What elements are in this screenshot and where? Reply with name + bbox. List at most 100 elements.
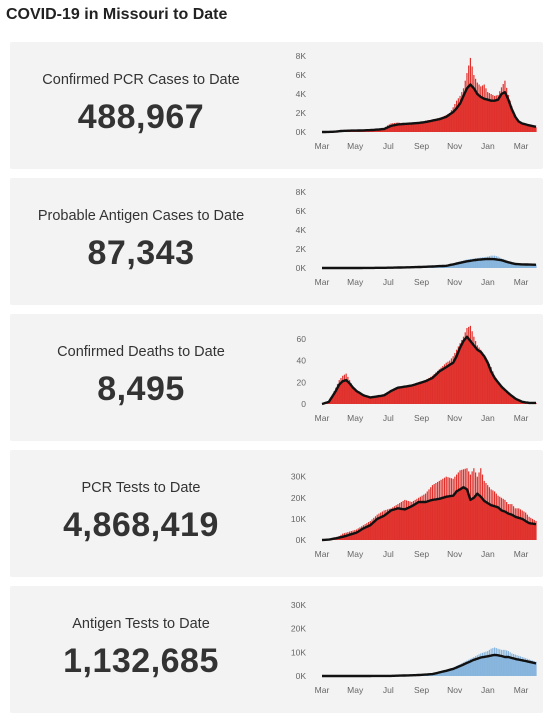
daily-bar (452, 478, 454, 540)
daily-bar (424, 120, 427, 132)
daily-bar (447, 477, 449, 540)
daily-bar (468, 65, 470, 132)
daily-bar (366, 523, 368, 540)
daily-bar (519, 122, 522, 132)
daily-bar (466, 73, 468, 132)
daily-bar (457, 346, 459, 404)
seven-day-average-line (321, 486, 537, 542)
daily-bar (530, 264, 532, 268)
daily-bar (480, 349, 482, 404)
daily-bar (487, 92, 489, 132)
daily-bar (338, 380, 340, 404)
daily-bar (411, 502, 413, 540)
daily-bar (378, 513, 380, 540)
daily-bar (487, 651, 489, 676)
daily-bar (499, 91, 501, 132)
daily-bar (426, 379, 428, 404)
card-value: 4,868,419 (63, 506, 219, 544)
daily-bar (435, 483, 437, 540)
card-antigen-tests: Antigen Tests to Date 1,132,685 0K 10K 20K… (10, 586, 543, 713)
x-tick-label: Sep (414, 141, 429, 151)
daily-bar (450, 668, 453, 676)
daily-bar (502, 84, 504, 132)
y-tick-label: 0K (296, 127, 307, 137)
daily-bar (454, 352, 456, 404)
daily-bar (473, 336, 475, 404)
daily-bar (437, 118, 439, 132)
daily-bar (414, 122, 416, 132)
daily-bar (409, 123, 411, 132)
daily-bar (393, 122, 396, 132)
daily-bar (390, 508, 392, 540)
card-label: Confirmed Deaths to Date (57, 344, 225, 360)
daily-bar (437, 481, 439, 540)
card-pcr-tests: PCR Tests to Date 4,868,419 0K 10K 20K 30K M… (10, 450, 543, 577)
daily-bar (507, 651, 509, 676)
card-probable-antigen-cases: Probable Antigen Cases to Date 87,343 0K… (10, 178, 543, 305)
daily-bar (345, 373, 347, 404)
daily-bar (373, 517, 375, 540)
x-tick-label: Jan (481, 413, 495, 423)
daily-bar (452, 667, 454, 676)
daily-bar (488, 363, 491, 404)
daily-bar (419, 496, 421, 540)
daily-bar (340, 377, 342, 404)
daily-bar (488, 93, 491, 132)
daily-bar (354, 388, 356, 404)
daily-bar (443, 670, 446, 676)
daily-bar (504, 259, 506, 268)
daily-bar (402, 386, 404, 404)
daily-bar (526, 125, 528, 132)
daily-bar (512, 397, 515, 404)
daily-bar (526, 514, 528, 540)
daily-bar (521, 124, 523, 132)
daily-bar (371, 396, 373, 404)
x-tick-label: Jan (481, 549, 495, 559)
daily-bar (473, 258, 475, 268)
daily-bar (381, 395, 384, 404)
daily-bar (454, 262, 456, 268)
daily-bar (395, 389, 397, 404)
daily-bar (378, 396, 380, 404)
daily-bar (492, 648, 494, 676)
daily-bar (421, 121, 423, 132)
card-value: 488,967 (77, 98, 205, 136)
daily-bar (499, 649, 501, 676)
y-tick-label: 8K (296, 51, 307, 61)
daily-bar (428, 377, 430, 404)
x-tick-label: Nov (447, 549, 463, 559)
daily-bar (392, 507, 394, 540)
daily-bar (462, 662, 465, 676)
daily-bar (492, 490, 494, 540)
daily-bar (514, 263, 516, 268)
daily-bar (500, 497, 503, 540)
daily-bar (530, 126, 532, 132)
daily-bar (376, 514, 378, 540)
daily-bar (367, 522, 370, 540)
daily-bar (490, 94, 492, 132)
daily-bar (483, 84, 485, 132)
y-tick-label: 60 (297, 334, 307, 344)
daily-bar (531, 518, 534, 540)
daily-bar (424, 380, 427, 404)
x-tick-label: Jul (383, 413, 394, 423)
daily-bar (418, 122, 420, 132)
x-tick-label: Nov (447, 141, 463, 151)
daily-bar (404, 499, 406, 540)
daily-bar (525, 658, 527, 676)
daily-bar (361, 394, 363, 404)
seven-day-average-line (321, 335, 536, 406)
daily-bar (523, 264, 525, 268)
daily-bar (405, 385, 408, 404)
daily-bar (433, 484, 435, 540)
daily-bar (388, 508, 390, 540)
daily-bar (355, 390, 358, 404)
daily-bar (509, 100, 511, 132)
daily-bar (483, 355, 485, 404)
daily-bar (462, 336, 465, 404)
daily-bar (495, 493, 497, 540)
daily-bar (416, 498, 418, 540)
daily-bar (500, 386, 503, 404)
daily-bar (445, 114, 447, 132)
daily-bar (518, 400, 520, 404)
